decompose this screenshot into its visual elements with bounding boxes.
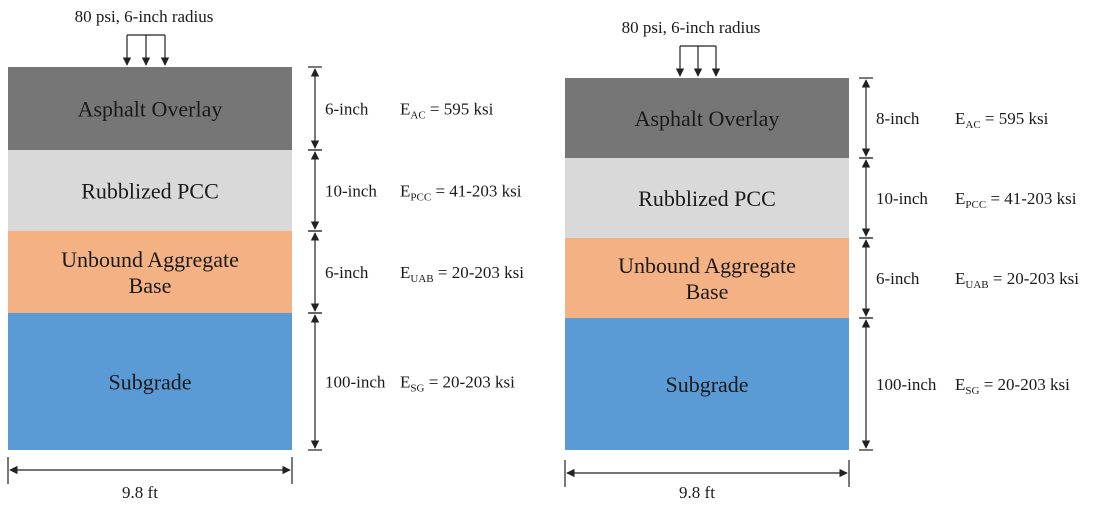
layer-3-name: Unbound Aggregate Base [618,253,796,304]
layer-3-box [565,238,849,318]
layer-4-modulus: ESG = 20-203 ksi [400,373,515,395]
layer-3-thickness: 6-inch [876,269,920,288]
layer-4-name: Subgrade [108,370,191,395]
layer-4-box [565,318,849,450]
layer-2-thickness: 10-inch [876,189,928,208]
layer-4-name: Subgrade [665,372,748,397]
layer-3-modulus: EUAB = 20-203 ksi [955,269,1079,291]
width-label: 9.8 ft [679,483,715,502]
width-dimension [7,457,293,484]
layer-1-box [8,67,292,150]
layer-2-thickness: 10-inch [325,182,377,201]
layer-2-box [565,158,849,238]
layer-3-name: Unbound Aggregate Base [61,247,239,298]
layer-3-box [8,231,292,313]
layer-3-thickness: 6-inch [325,263,369,282]
width-dimension [564,460,850,487]
layer-1-thickness: 6-inch [325,100,369,119]
width-label: 9.8 ft [122,483,158,502]
panel-1: 80 psi, 6-inch radius Asphalt Overlay 6-in… [7,7,524,502]
layer-1-name: Asphalt Overlay [78,97,223,122]
layer-1-name: Asphalt Overlay [635,106,780,131]
load-arrows-icon [122,34,170,66]
layer-3-modulus: EUAB = 20-203 ksi [400,263,524,285]
layer-4-thickness: 100-inch [325,373,386,392]
layer-1-thickness: 8-inch [876,109,920,128]
layer-4-thickness: 100-inch [876,375,937,394]
layer-1-modulus: EAC = 595 ksi [400,100,494,122]
layer-2-modulus: EPCC = 41-203 ksi [955,189,1077,211]
load-label: 80 psi, 6-inch radius [75,7,214,26]
layer-2-name: Rubblized PCC [638,186,776,211]
layer-1-modulus: EAC = 595 ksi [955,109,1049,131]
layer-1-box [565,78,849,158]
load-label: 80 psi, 6-inch radius [622,18,761,37]
load-arrows-icon [675,45,721,77]
layer-2-name: Rubblized PCC [81,179,219,204]
panel-2: 80 psi, 6-inch radius Asphalt Overlay 8-in… [564,18,1079,502]
layer-2-box [8,150,292,231]
layer-4-modulus: ESG = 20-203 ksi [955,375,1070,397]
layer-2-modulus: EPCC = 41-203 ksi [400,182,522,204]
layer-4-box [8,313,292,450]
